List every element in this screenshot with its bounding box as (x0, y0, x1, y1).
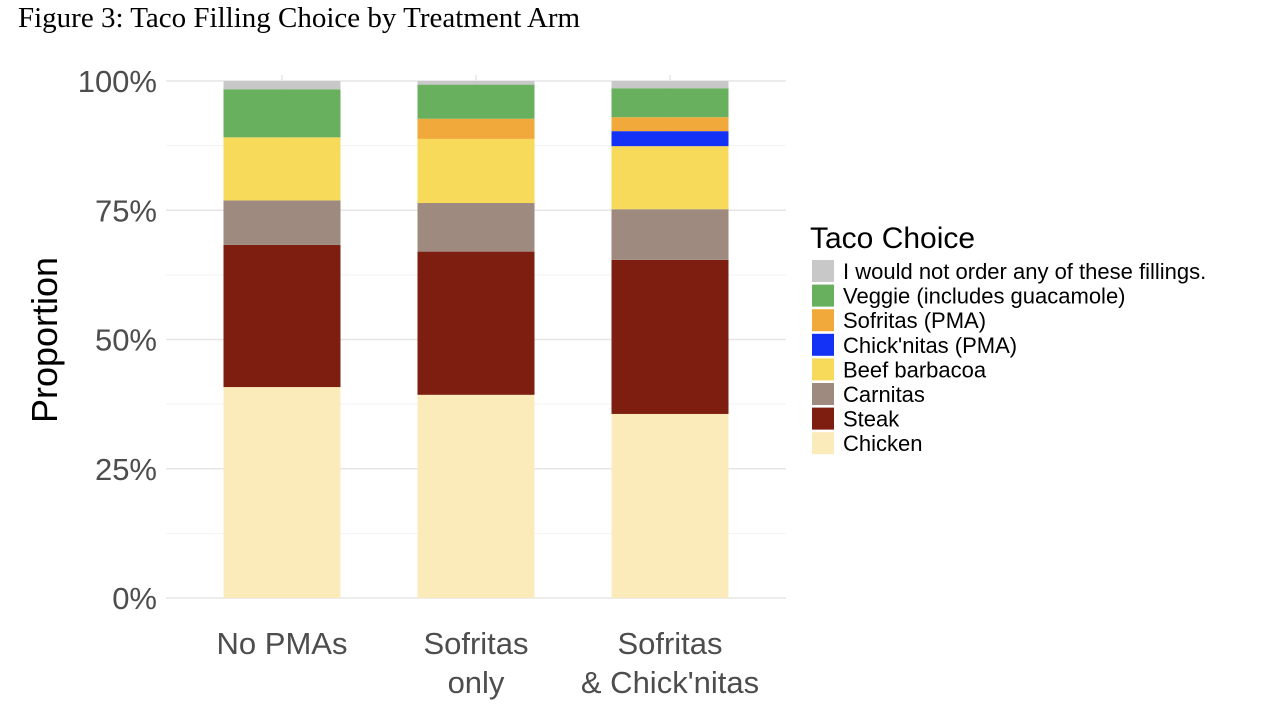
bar-segment-carnitas (417, 203, 535, 252)
legend-swatch (812, 358, 834, 381)
legend: Taco Choice I would not order any of the… (810, 222, 1206, 456)
bar-segment-steak (223, 244, 341, 388)
x-tick-label: Sofritas (617, 626, 722, 661)
y-tick-label: 100% (78, 64, 157, 99)
x-axis-ticks: No PMAs Sofritas only Sofritas & Chick'nitas (217, 626, 760, 700)
bar-segment-sofritas-pma (417, 118, 535, 139)
x-tick-label: only (448, 665, 505, 700)
legend-label: Steak (843, 407, 900, 432)
bar-segment-i-would-not-order-any-of-these-fillings (223, 81, 341, 90)
bar-segment-steak (417, 251, 535, 395)
legend-label: Veggie (includes guacamole) (843, 284, 1126, 309)
x-tick-label: No PMAs (217, 626, 348, 661)
bar-segment-steak (611, 259, 729, 414)
bar-segment-chick-nitas-pma (611, 131, 729, 147)
bar-segment-beef-barbacoa (417, 138, 535, 204)
legend-label: Chicken (843, 431, 922, 456)
bar-segment-chicken (611, 413, 729, 598)
bar-segment-beef-barbacoa (223, 137, 341, 201)
legend-swatch (812, 260, 834, 282)
bar-segment-chicken (223, 387, 341, 598)
legend-swatch (812, 333, 834, 356)
y-axis-ticks: 0% 25% 50% 75% 100% (78, 64, 157, 616)
legend-swatch (812, 284, 834, 307)
bars (223, 81, 729, 598)
y-tick-label: 50% (95, 323, 157, 358)
y-tick-label: 0% (112, 581, 157, 616)
bar-segment-veggie-includes-guacamole (417, 84, 535, 119)
legend-label: Sofritas (PMA) (843, 308, 986, 333)
bar-segment-sofritas-pma (611, 117, 729, 132)
x-tick-label: Sofritas (423, 626, 528, 661)
legend-label: I would not order any of these fillings. (843, 259, 1206, 284)
legend-swatch (812, 407, 834, 430)
y-tick-label: 75% (95, 193, 157, 228)
bar-segment-veggie-includes-guacamole (611, 88, 729, 118)
x-tick-label: & Chick'nitas (581, 665, 759, 700)
legend-swatch (812, 383, 834, 405)
bar-segment-i-would-not-order-any-of-these-fillings (417, 81, 535, 85)
bar-segment-carnitas (223, 200, 341, 245)
figure-title: Figure 3: Taco Filling Choice by Treatme… (18, 2, 581, 34)
legend-swatch (812, 309, 834, 332)
legend-swatch (812, 432, 834, 455)
bar-segment-veggie-includes-guacamole (223, 89, 341, 138)
legend-label: Beef barbacoa (843, 357, 987, 382)
bar-segment-chicken (417, 394, 535, 598)
bar-segment-carnitas (611, 209, 729, 260)
legend-title: Taco Choice (810, 222, 975, 255)
bar-segment-beef-barbacoa (611, 146, 729, 210)
legend-label: Carnitas (843, 382, 925, 407)
y-tick-label: 25% (95, 452, 157, 487)
y-axis-title: Proportion (24, 257, 65, 423)
bar-segment-i-would-not-order-any-of-these-fillings (611, 81, 729, 89)
legend-label: Chick'nitas (PMA) (843, 333, 1017, 358)
